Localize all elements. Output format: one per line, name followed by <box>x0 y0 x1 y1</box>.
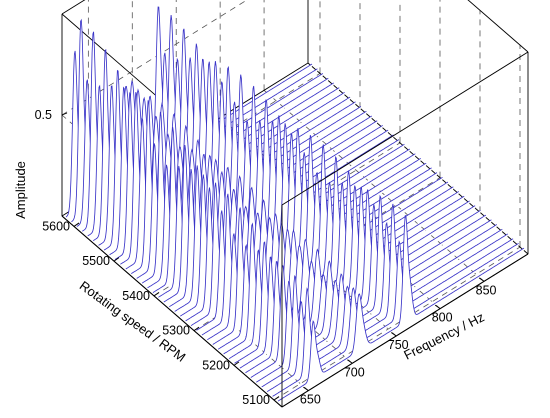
front-box-edges <box>61 51 529 408</box>
y-tick-mark <box>153 292 160 297</box>
axis-line <box>61 215 283 408</box>
x-tick-label: 750 <box>388 338 409 352</box>
y-tick-label: 5100 <box>242 393 270 407</box>
x-tick-mark <box>347 359 353 364</box>
slice-mask <box>191 152 437 328</box>
y-tick-label: 5400 <box>122 289 150 303</box>
box-edge <box>467 0 529 53</box>
y-tick-label: 5600 <box>42 219 70 233</box>
slice-mask <box>239 187 486 371</box>
y-tick-mark <box>273 396 280 401</box>
x-tick-label: 800 <box>432 311 453 325</box>
x-tick-label: 700 <box>344 365 365 379</box>
z-ticks: 0.5 <box>35 108 68 122</box>
axis-line <box>281 253 529 408</box>
x-tick-mark <box>434 304 441 310</box>
z-tick-mark <box>61 112 68 116</box>
z-axis-label: Amplitude <box>13 161 28 219</box>
slice-mask <box>267 203 514 395</box>
box-edge <box>61 0 86 15</box>
x-tick-mark <box>303 386 309 391</box>
z-tick-label: 0.5 <box>35 108 52 122</box>
y-ticks: 5100 5200 5300 5400 5500 5600 <box>42 219 280 407</box>
slice-mask <box>272 241 519 399</box>
y-tick-label: 5300 <box>162 324 190 338</box>
slice-mask <box>245 189 492 376</box>
x-tick-mark <box>390 332 397 337</box>
x-ticks: 650 700 750 800 850 <box>300 277 497 407</box>
slice-mask <box>256 196 503 385</box>
y-tick-mark <box>233 361 240 366</box>
x-tick-label: 650 <box>300 393 321 407</box>
slice-mask <box>207 144 454 343</box>
y-tick-mark <box>113 257 120 262</box>
slice-mask <box>261 223 508 390</box>
slice-mask <box>250 204 497 380</box>
x-tick-mark <box>478 277 485 282</box>
spectrum-slices <box>65 6 525 404</box>
spectrum-line <box>277 215 525 402</box>
y-tick-label: 5200 <box>202 358 230 372</box>
y-tick-label: 5500 <box>82 254 110 268</box>
box-edge <box>281 51 529 206</box>
y-tick-mark <box>193 326 200 331</box>
x-tick-label: 850 <box>476 283 497 297</box>
y-tick-mark <box>73 222 80 227</box>
slice-mask <box>196 135 443 333</box>
